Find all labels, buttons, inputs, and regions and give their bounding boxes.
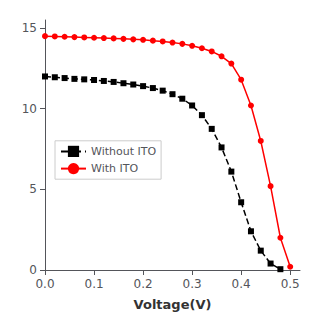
svg-text:0.3: 0.3 — [183, 277, 202, 291]
svg-text:0: 0 — [29, 263, 37, 277]
svg-text:0.1: 0.1 — [84, 277, 103, 291]
svg-text:Voltage(V): Voltage(V) — [134, 297, 212, 312]
svg-text:0.5: 0.5 — [281, 277, 300, 291]
svg-text:0.4: 0.4 — [232, 277, 251, 291]
svg-text:With ITO: With ITO — [91, 162, 138, 175]
svg-text:0.2: 0.2 — [134, 277, 153, 291]
svg-text:10: 10 — [22, 102, 37, 116]
svg-text:15: 15 — [22, 21, 37, 35]
svg-text:0.0: 0.0 — [35, 277, 54, 291]
svg-text:Without ITO: Without ITO — [91, 145, 156, 158]
svg-text:5: 5 — [29, 182, 37, 196]
